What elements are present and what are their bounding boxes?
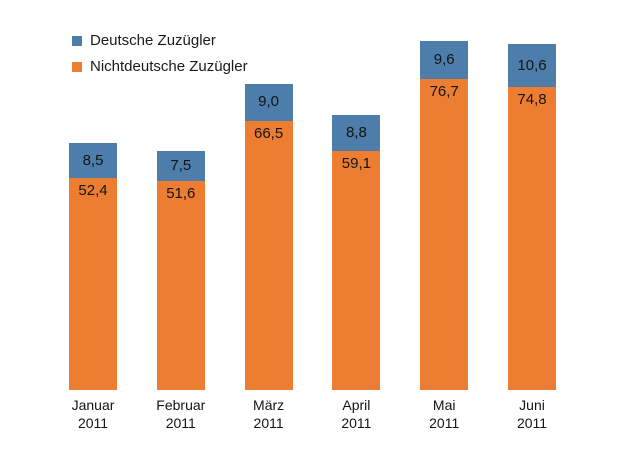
bar-group-juni: 10,6 74,8 [508, 44, 556, 390]
value-label-deutsche: 9,6 [433, 50, 455, 68]
value-label-nichtdeutsche: 51,6 [166, 185, 196, 203]
value-label-nichtdeutsche: 76,7 [429, 83, 459, 101]
segment-deutsche-juni: 10,6 [508, 44, 556, 88]
legend-label-deutsche: Deutsche Zuzügler [90, 32, 216, 49]
axis-label-juni: Juni 2011 [516, 397, 548, 431]
legend-label-nichtdeutsche: Nichtdeutsche Zuzügler [90, 58, 248, 75]
value-label-nichtdeutsche: 52,4 [78, 181, 108, 199]
segment-nichtdeutsche-februar: 51,6 [156, 181, 205, 390]
bar-group-februar: 7,5 51,6 [156, 150, 205, 390]
legend-item-deutsche: Deutsche Zuzügler [72, 33, 248, 48]
axis-label-januar: Januar 2011 [71, 397, 115, 431]
axis-label-februar: Februar 2011 [156, 397, 206, 431]
segment-nichtdeutsche-juni: 74,8 [508, 87, 556, 390]
value-label-deutsche: 7,5 [170, 156, 192, 174]
value-label-deutsche: 10,6 [517, 56, 547, 74]
bar-group-april: 8,8 59,1 [332, 115, 381, 390]
chart-legend: Deutsche Zuzügler Nichtdeutsche Zuzügler [72, 33, 248, 85]
segment-deutsche-märz: 9,0 [244, 84, 293, 121]
segment-deutsche-februar: 7,5 [156, 150, 205, 182]
value-label-nichtdeutsche: 74,8 [517, 91, 547, 109]
axis-label-april: April 2011 [341, 397, 372, 431]
value-label-deutsche: 8,8 [345, 123, 367, 141]
value-label-nichtdeutsche: 66,5 [253, 124, 284, 142]
value-label-nichtdeutsche: 59,1 [341, 154, 371, 172]
segment-deutsche-januar: 8,5 [69, 143, 117, 178]
bar-group-januar: 8,5 52,4 [69, 143, 117, 390]
segment-deutsche-mai: 9,6 [420, 40, 469, 80]
axis-label-märz: März 2011 [253, 397, 285, 431]
segment-nichtdeutsche-märz: 66,5 [244, 120, 293, 390]
value-label-deutsche: 9,0 [258, 93, 280, 111]
bar-group-märz: 9,0 66,5 [244, 84, 293, 390]
legend-item-nichtdeutsche: Nichtdeutsche Zuzügler [72, 59, 248, 74]
segment-nichtdeutsche-april: 59,1 [332, 150, 381, 390]
axis-label-mai: Mai 2011 [429, 397, 460, 431]
legend-swatch-blue-icon [72, 35, 82, 46]
segment-nichtdeutsche-januar: 52,4 [69, 177, 117, 390]
segment-nichtdeutsche-mai: 76,7 [420, 79, 469, 390]
legend-swatch-orange-icon [72, 61, 82, 72]
value-label-deutsche: 8,5 [82, 151, 104, 169]
segment-deutsche-april: 8,8 [332, 115, 381, 151]
bar-group-mai: 9,6 76,7 [420, 40, 469, 390]
